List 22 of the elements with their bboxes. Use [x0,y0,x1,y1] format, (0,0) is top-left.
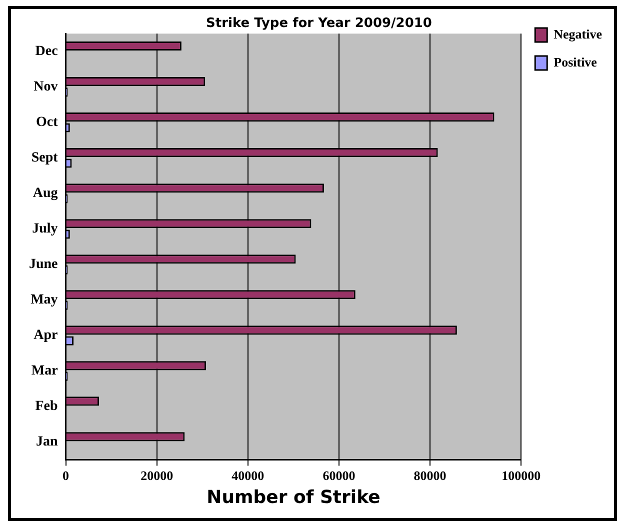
y-tick-label: Jan [36,434,58,450]
legend-label: Positive [554,54,598,70]
y-tick-label: Mar [31,364,58,379]
x-axis-title: Number of Strike [206,486,380,508]
legend-label: Negative [554,26,602,42]
y-tick-label: July [32,222,58,237]
y-tick-label: Feb [35,399,58,414]
x-tick-label: 80000 [414,468,446,483]
y-tick-label: Sept [31,150,58,166]
x-tick-label: 60000 [322,468,356,483]
y-tick-label: Nov [34,79,58,94]
y-tick-label: Dec [35,44,58,59]
y-tick-label: May [30,292,58,308]
x-tick-label: 100000 [502,468,541,483]
y-tick-label: Oct [36,115,58,130]
x-tick-label: 40000 [232,468,264,483]
y-tick-label: June [28,257,58,272]
x-tick-label: 0 [62,468,70,483]
x-tick-label: 20000 [140,468,174,483]
chart-title: Strike Type for Year 2009/2010 [206,16,432,32]
y-tick-label: Aug [32,186,58,202]
y-tick-label: Apr [34,328,58,344]
